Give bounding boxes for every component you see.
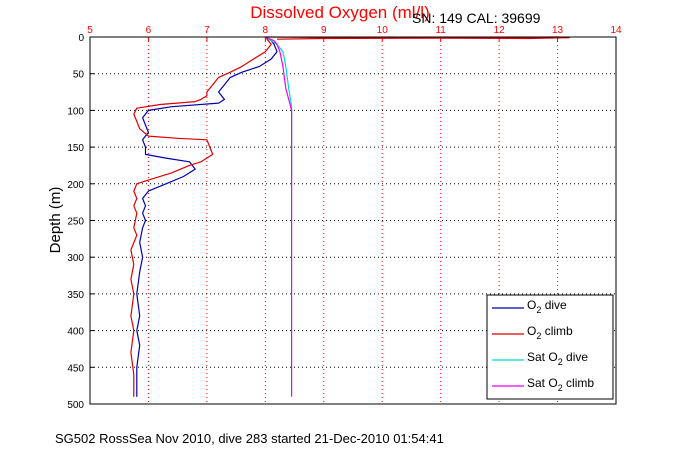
y-axis-label: Depth (m) [47, 187, 64, 254]
legend-label: Sat O2 dive [527, 350, 588, 367]
y-tick-labels: 0 50 100 150 200 250 300 350 400 450 500 [67, 33, 84, 411]
series-line-o2-climb [130, 36, 272, 397]
series-line-sat-o2-climb [265, 36, 293, 397]
y-tick-label: 500 [67, 400, 84, 411]
chart-caption: SG502 RossSea Nov 2010, dive 283 started… [55, 431, 444, 446]
legend: O2 dive O2 climb Sat O2 dive Sat O2 climb [486, 294, 614, 400]
legend-box [486, 294, 614, 400]
x-tick-label: 13 [552, 25, 564, 36]
y-tick-label: 50 [73, 70, 85, 81]
x-tick-labels: 5 6 7 8 9 10 11 12 13 14 [87, 25, 622, 36]
x-tick-label: 9 [321, 25, 327, 36]
y-tick-label: 150 [67, 143, 84, 154]
x-tick-label: 5 [87, 25, 93, 36]
x-tick-label: 8 [263, 25, 269, 36]
series-layer [130, 36, 570, 397]
series-line-o2-dive [136, 36, 278, 397]
x-tick-label: 6 [146, 25, 152, 36]
y-tick-label: 400 [67, 327, 84, 338]
x-tick-label: 11 [435, 25, 446, 36]
x-tick-label: 12 [494, 25, 506, 36]
plot-frame [89, 36, 617, 405]
y-tick-label: 250 [67, 217, 84, 228]
x-tick-label: 14 [610, 25, 622, 36]
chart-subtitle: SN: 149 CAL: 39699 [412, 10, 541, 26]
x-tick-label: 10 [377, 25, 389, 36]
y-tick-label: 0 [78, 33, 84, 44]
y-tick-label: 450 [67, 363, 84, 374]
legend-entries: O2 dive O2 climb Sat O2 dive Sat O2 climb [492, 298, 594, 393]
chart-title: Dissolved Oxygen (ml/l) [250, 3, 430, 22]
y-tick-label: 350 [67, 290, 84, 301]
y-tick-label: 300 [67, 253, 84, 264]
y-tick-label: 200 [67, 180, 84, 191]
legend-label: Sat O2 climb [527, 376, 594, 393]
x-tick-label: 7 [204, 25, 210, 36]
legend-label: O2 dive [527, 298, 567, 315]
legend-label: O2 climb [527, 324, 573, 341]
y-tick-label: 100 [67, 106, 84, 117]
